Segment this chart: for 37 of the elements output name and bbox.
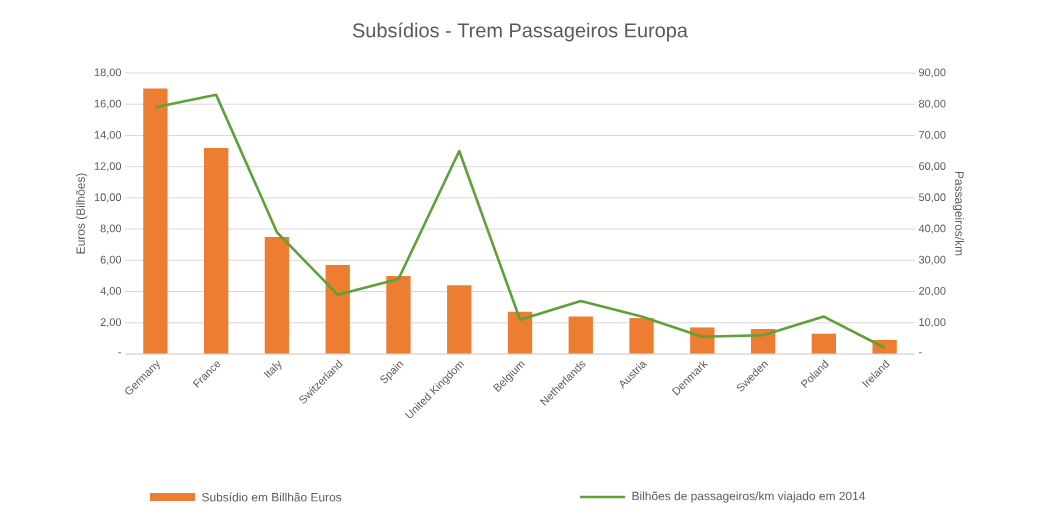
y-tick-label: 2,00 — [100, 318, 122, 328]
bar — [325, 265, 350, 354]
y2-tick-label: 10,00 — [919, 318, 946, 328]
y-tick-label: 16,00 — [94, 99, 122, 109]
y-tick-label: 6,00 — [100, 255, 122, 265]
y2-tick-label: 70,00 — [919, 130, 946, 140]
bar — [811, 333, 837, 354]
y-tick-label: 18,00 — [94, 68, 122, 78]
y-tick-label: - — [118, 352, 121, 354]
y2-tick-label: 50,00 — [918, 193, 946, 203]
x-tick-label: Italy — [263, 360, 282, 379]
y2-tick-label: 80,00 — [919, 99, 946, 109]
bar — [447, 285, 472, 354]
y2-tick-label: 20,00 — [919, 287, 946, 297]
y-axis-title: Euros (Bilhões) — [76, 173, 88, 254]
chart-title: Subsídios - Trem Passageiros Europa — [352, 22, 688, 42]
y2-tick-label: 90,00 — [919, 68, 946, 78]
y-tick-label: 8,00 — [100, 224, 122, 234]
bar — [204, 147, 229, 354]
y-tick-label: 4,00 — [100, 287, 122, 297]
bar — [568, 316, 593, 354]
y-tick-label: 14,00 — [94, 130, 122, 140]
y-tick-label: 10,00 — [94, 193, 122, 203]
bar — [143, 88, 168, 354]
bar — [264, 236, 290, 354]
y2-tick-label: 40,00 — [918, 224, 946, 234]
y2-axis-title: Passageiros/km — [952, 171, 964, 256]
bar — [629, 318, 654, 354]
bar — [507, 311, 533, 354]
y-tick-label: 12,00 — [94, 162, 122, 172]
bar — [386, 275, 411, 354]
line-series — [154, 93, 886, 350]
legend-label: Bilhões de passageiros/km viajado em 2014 — [632, 491, 866, 503]
y2-tick-label: 30,00 — [918, 255, 946, 265]
legend-label: Subsídio em Billhão Euros — [202, 492, 342, 502]
y2-tick-label: 60,00 — [919, 162, 946, 172]
y2-tick-label: - — [919, 352, 922, 354]
